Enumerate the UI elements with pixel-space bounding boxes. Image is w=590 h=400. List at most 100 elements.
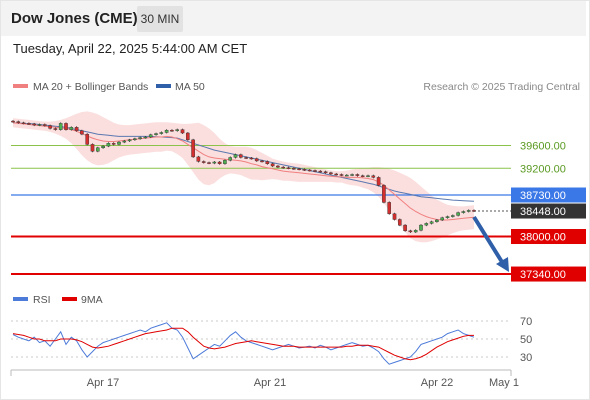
rsi-tick-label: 30 <box>520 352 532 364</box>
candle-body <box>95 147 100 152</box>
candle-body <box>11 120 15 123</box>
timeframe-selector[interactable]: 30 MIN <box>137 6 183 32</box>
projection-arrow <box>472 215 509 272</box>
candle-body <box>360 175 365 177</box>
level-label-38448.00: 38448.00 <box>520 206 566 218</box>
candle-body <box>164 129 169 133</box>
rsi-legend-label: RSI <box>33 294 51 306</box>
candle-body <box>461 211 466 213</box>
candle-body <box>191 139 195 158</box>
candle-body <box>286 167 291 169</box>
ma50-legend-swatch <box>156 84 171 88</box>
candle-body <box>466 210 471 212</box>
candle-body <box>260 160 264 163</box>
rsi-legend-swatch <box>13 297 28 301</box>
price-pane <box>11 111 511 276</box>
candle-body <box>323 171 328 173</box>
rsi-pane: 70 50 30 <box>11 316 532 365</box>
candle-body <box>37 124 42 126</box>
timestamp: Tuesday, April 22, 2025 5:44:00 AM CET <box>13 41 248 56</box>
level-tag-38448.00 <box>511 203 586 219</box>
candle-body <box>292 168 296 170</box>
candle-body <box>69 127 74 130</box>
rsi-legend: RSI 9MA <box>13 294 103 306</box>
candle-body <box>329 172 333 175</box>
bollinger-band <box>13 111 474 243</box>
candle-body <box>106 143 111 147</box>
candle-body <box>419 224 423 231</box>
level-label-39200.00: 39200.00 <box>520 163 566 175</box>
candle-body <box>429 221 434 224</box>
candle-body <box>159 132 164 134</box>
candle-body <box>445 216 450 218</box>
level-tag-38000.00 <box>511 229 586 245</box>
candle-body <box>228 157 233 161</box>
ma50-legend: MA 50 <box>156 81 205 93</box>
candle-body <box>238 154 243 158</box>
rsi-tick-label: 50 <box>520 334 532 346</box>
x-tick-label: Apr 21 <box>254 377 286 389</box>
candle-body <box>302 169 307 171</box>
candle-body <box>143 136 148 139</box>
level-tag-38730.00 <box>511 187 586 203</box>
candle-body <box>270 163 275 167</box>
candle-body <box>265 161 270 164</box>
candle-body <box>21 122 26 125</box>
x-tick-label: Apr 22 <box>421 377 453 389</box>
candle-body <box>440 217 445 221</box>
candle-body <box>318 170 323 173</box>
candle-body <box>313 170 317 172</box>
candle-body <box>254 158 259 162</box>
candle-body <box>201 161 206 163</box>
candle-body <box>223 160 227 164</box>
level-label-37340.00: 37340.00 <box>520 269 566 281</box>
rsi-ma-line <box>12 327 474 361</box>
candle-body <box>376 177 381 186</box>
candle-body <box>148 134 153 138</box>
candle-body <box>456 212 460 216</box>
x-axis: Apr 17 Apr 21 Apr 22 May 1 <box>10 369 519 389</box>
candle-body <box>90 144 95 152</box>
candle-body <box>207 162 211 164</box>
candle-body <box>101 145 105 149</box>
x-tick-label: Apr 17 <box>87 377 119 389</box>
candle-body <box>180 129 185 134</box>
candle-body <box>196 156 201 162</box>
rsi-ma-legend-swatch <box>62 297 77 301</box>
candle-body <box>382 185 386 203</box>
candle-body <box>403 224 407 232</box>
level-tag-37340.00 <box>511 266 586 282</box>
ma20-legend: MA 20 + Bollinger Bands <box>13 81 148 93</box>
candle-body <box>170 129 174 132</box>
candle-body <box>249 157 254 160</box>
candle-body <box>64 123 68 130</box>
candle-body <box>339 174 344 176</box>
candle-body <box>117 141 121 145</box>
candle-body <box>16 121 21 123</box>
projection-arrow-head <box>496 257 509 272</box>
candle-body <box>244 157 248 159</box>
instrument-title: Dow Jones (CME) <box>11 10 138 27</box>
candle-body <box>212 161 217 164</box>
candle-body <box>355 174 360 176</box>
candle-body <box>111 143 116 145</box>
candle-body <box>297 168 301 171</box>
candle-body <box>350 174 354 176</box>
candle-body <box>185 132 190 141</box>
candle-body <box>233 154 238 158</box>
candle-body <box>276 165 280 168</box>
candle-body <box>85 133 89 145</box>
level-label-38000.00: 38000.00 <box>520 232 566 244</box>
projection-arrow-shaft <box>472 215 504 264</box>
candle-body <box>281 166 286 169</box>
candle-body <box>451 215 455 217</box>
candle-body <box>472 210 476 212</box>
candle-body <box>53 128 58 130</box>
ma20-legend-swatch <box>13 84 28 88</box>
research-credit: Research © 2025 Trading Central <box>423 81 580 93</box>
candle-body <box>424 223 429 226</box>
rsi-tick-label: 70 <box>520 316 532 328</box>
chart-header: Dow Jones (CME) 30 MIN <box>0 0 586 36</box>
candle-body <box>32 123 36 126</box>
